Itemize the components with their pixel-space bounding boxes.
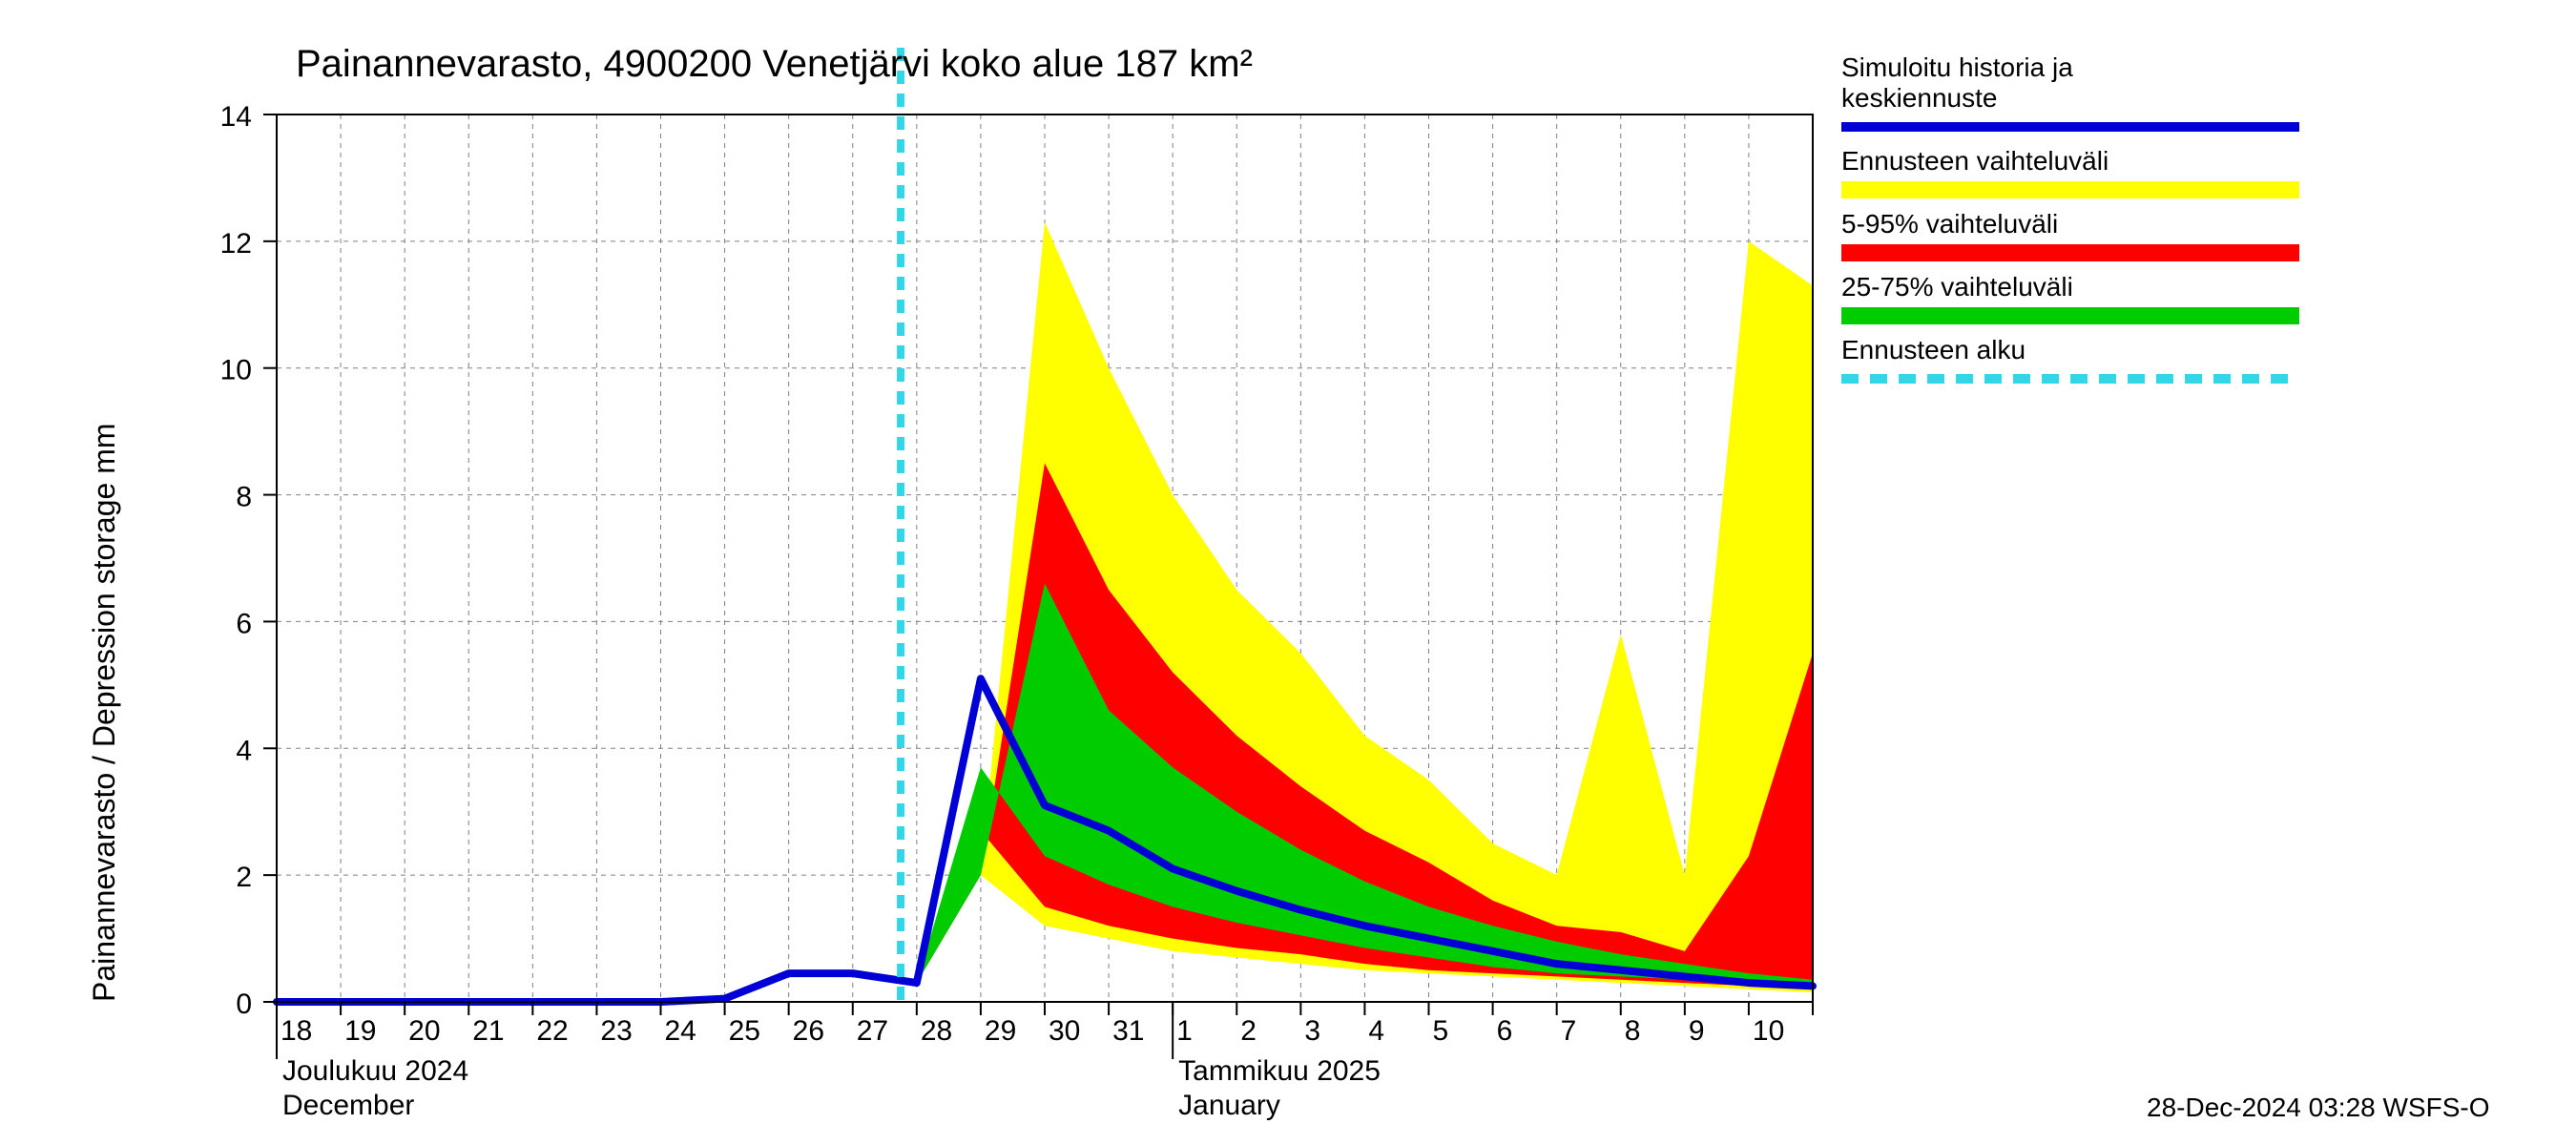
legend-swatch bbox=[1841, 307, 2299, 324]
legend-swatch bbox=[1841, 181, 2299, 198]
svg-text:3: 3 bbox=[1304, 1015, 1320, 1047]
svg-text:9: 9 bbox=[1689, 1015, 1705, 1047]
svg-text:2: 2 bbox=[1240, 1015, 1257, 1047]
svg-text:4: 4 bbox=[236, 735, 252, 766]
svg-text:20: 20 bbox=[408, 1015, 440, 1047]
svg-text:5: 5 bbox=[1433, 1015, 1449, 1047]
svg-text:8: 8 bbox=[1625, 1015, 1641, 1047]
svg-text:6: 6 bbox=[1497, 1015, 1513, 1047]
month-label: Tammikuu 2025 bbox=[1178, 1055, 1381, 1087]
month-label: January bbox=[1178, 1090, 1280, 1121]
svg-text:12: 12 bbox=[220, 228, 252, 260]
legend-label: Ennusteen vaihteluväli bbox=[1841, 146, 2109, 176]
legend-label: 5-95% vaihteluväli bbox=[1841, 209, 2058, 239]
svg-text:4: 4 bbox=[1368, 1015, 1384, 1047]
svg-text:26: 26 bbox=[793, 1015, 824, 1047]
svg-text:0: 0 bbox=[236, 989, 252, 1020]
legend-label: 25-75% vaihteluväli bbox=[1841, 272, 2073, 302]
footer-timestamp: 28-Dec-2024 03:28 WSFS-O bbox=[2147, 1093, 2490, 1122]
svg-text:10: 10 bbox=[220, 355, 252, 386]
svg-text:7: 7 bbox=[1561, 1015, 1577, 1047]
legend-label: keskiennuste bbox=[1841, 83, 1997, 113]
chart-title: Painannevarasto, 4900200 Venetjärvi koko… bbox=[296, 43, 1253, 85]
svg-text:24: 24 bbox=[665, 1015, 696, 1047]
svg-text:1: 1 bbox=[1176, 1015, 1193, 1047]
svg-text:27: 27 bbox=[857, 1015, 888, 1047]
svg-text:14: 14 bbox=[220, 101, 252, 133]
svg-text:19: 19 bbox=[344, 1015, 376, 1047]
month-label: Joulukuu 2024 bbox=[282, 1055, 468, 1087]
svg-text:8: 8 bbox=[236, 482, 252, 513]
svg-text:22: 22 bbox=[536, 1015, 568, 1047]
svg-text:18: 18 bbox=[280, 1015, 312, 1047]
svg-text:30: 30 bbox=[1049, 1015, 1080, 1047]
svg-text:6: 6 bbox=[236, 608, 252, 639]
svg-text:31: 31 bbox=[1112, 1015, 1144, 1047]
svg-text:2: 2 bbox=[236, 862, 252, 893]
legend-label: Simuloitu historia ja bbox=[1841, 52, 2073, 82]
svg-text:10: 10 bbox=[1753, 1015, 1784, 1047]
svg-text:28: 28 bbox=[921, 1015, 952, 1047]
svg-text:29: 29 bbox=[985, 1015, 1016, 1047]
svg-text:25: 25 bbox=[729, 1015, 760, 1047]
chart-container: 0246810121418192021222324252627282930311… bbox=[0, 0, 2576, 1145]
chart-svg: 0246810121418192021222324252627282930311… bbox=[0, 0, 2576, 1145]
legend-label: Ennusteen alku bbox=[1841, 335, 2025, 364]
y-axis-title: Painannevarasto / Depression storage mm bbox=[87, 423, 121, 1002]
legend-swatch bbox=[1841, 244, 2299, 261]
svg-text:23: 23 bbox=[600, 1015, 632, 1047]
svg-text:21: 21 bbox=[472, 1015, 504, 1047]
month-label: December bbox=[282, 1090, 414, 1121]
